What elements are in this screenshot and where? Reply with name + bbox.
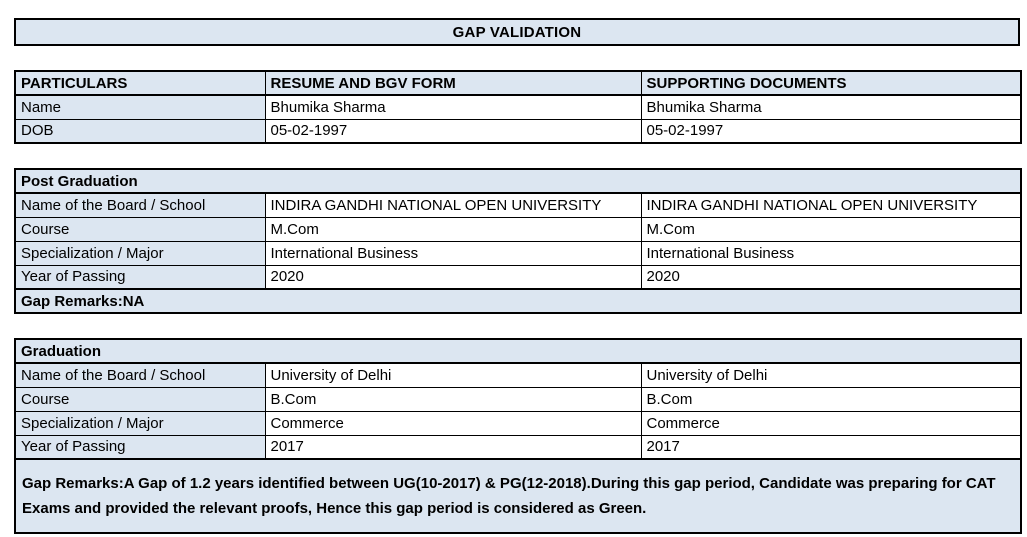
supporting-value: International Business: [640, 240, 1022, 266]
header-resume-bgv-form: RESUME AND BGV FORM: [264, 70, 642, 96]
section-title: Graduation: [14, 338, 1022, 364]
supporting-value: Bhumika Sharma: [640, 94, 1022, 120]
table-row-course: Course B.Com B.Com: [14, 386, 1022, 412]
gap-remarks-text: Gap Remarks:A Gap of 1.2 years identifie…: [14, 458, 1022, 534]
gap-remarks-text: Gap Remarks:NA: [14, 288, 1022, 314]
supporting-value: Commerce: [640, 410, 1022, 436]
table-row-dob: DOB 05-02-1997 05-02-1997: [14, 118, 1022, 144]
resume-value: 2020: [264, 264, 642, 290]
resume-value: B.Com: [264, 386, 642, 412]
post-graduation-gap-remarks-row: Gap Remarks:NA: [14, 288, 1022, 314]
row-label: Name of the Board / School: [14, 362, 266, 388]
particulars-table: PARTICULARS RESUME AND BGV FORM SUPPORTI…: [14, 70, 1022, 144]
row-label: DOB: [14, 118, 266, 144]
supporting-value: INDIRA GANDHI NATIONAL OPEN UNIVERSITY: [640, 192, 1022, 218]
row-label: Course: [14, 216, 266, 242]
table-row-name: Name Bhumika Sharma Bhumika Sharma: [14, 94, 1022, 120]
row-label: Specialization / Major: [14, 240, 266, 266]
table-row-board-school: Name of the Board / School INDIRA GANDHI…: [14, 192, 1022, 218]
graduation-table: Graduation Name of the Board / School Un…: [14, 338, 1022, 534]
resume-value: INDIRA GANDHI NATIONAL OPEN UNIVERSITY: [264, 192, 642, 218]
row-label: Name: [14, 94, 266, 120]
resume-value: 2017: [264, 434, 642, 460]
post-graduation-table: Post Graduation Name of the Board / Scho…: [14, 168, 1023, 314]
resume-value: M.Com: [264, 216, 642, 242]
resume-value: Bhumika Sharma: [264, 94, 642, 120]
graduation-gap-remarks-row: Gap Remarks:A Gap of 1.2 years identifie…: [14, 458, 1022, 534]
row-label: Specialization / Major: [14, 410, 266, 436]
row-label: Course: [14, 386, 266, 412]
row-label: Year of Passing: [14, 264, 266, 290]
supporting-value: 2020: [640, 264, 1022, 290]
supporting-value: University of Delhi: [640, 362, 1022, 388]
table-row-board-school: Name of the Board / School University of…: [14, 362, 1022, 388]
supporting-value: B.Com: [640, 386, 1022, 412]
header-supporting-documents: SUPPORTING DOCUMENTS: [640, 70, 1022, 96]
resume-value: 05-02-1997: [264, 118, 642, 144]
resume-value: University of Delhi: [264, 362, 642, 388]
section-title: Post Graduation: [14, 168, 1022, 194]
row-label: Year of Passing: [14, 434, 266, 460]
table-row-specialization: Specialization / Major International Bus…: [14, 240, 1022, 266]
header-particulars: PARTICULARS: [14, 70, 266, 96]
resume-value: Commerce: [264, 410, 642, 436]
row-label: Name of the Board / School: [14, 192, 266, 218]
table-row-specialization: Specialization / Major Commerce Commerce: [14, 410, 1022, 436]
graduation-section-row: Graduation: [14, 338, 1022, 364]
table-row-year-of-passing: Year of Passing 2020 2020: [14, 264, 1022, 290]
particulars-header-row: PARTICULARS RESUME AND BGV FORM SUPPORTI…: [14, 70, 1022, 96]
supporting-value: 2017: [640, 434, 1022, 460]
gap-validation-sheet: GAP VALIDATION PARTICULARS RESUME AND BG…: [14, 18, 1023, 534]
resume-value: International Business: [264, 240, 642, 266]
table-row-year-of-passing: Year of Passing 2017 2017: [14, 434, 1022, 460]
supporting-value: 05-02-1997: [640, 118, 1022, 144]
table-row-course: Course M.Com M.Com: [14, 216, 1022, 242]
supporting-value: M.Com: [640, 216, 1022, 242]
page-title: GAP VALIDATION: [14, 18, 1020, 46]
post-graduation-section-row: Post Graduation: [14, 168, 1022, 194]
